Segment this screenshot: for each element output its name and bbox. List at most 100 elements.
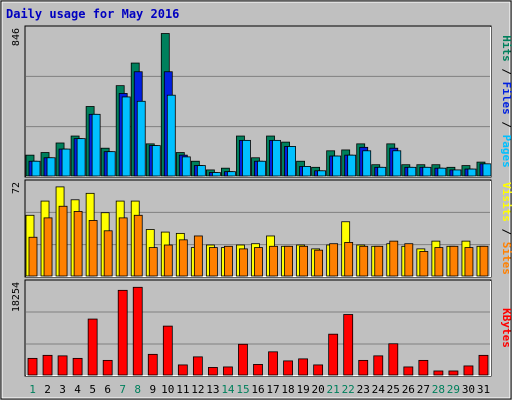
bar-pages-day-22 — [347, 154, 357, 177]
bar-pages-day-16 — [257, 160, 266, 177]
bar-pages-day-18 — [287, 146, 296, 177]
x-tick-label: 4 — [74, 383, 81, 396]
bar-pages-day-11 — [181, 156, 191, 177]
bar-kbytes-day-27 — [418, 359, 429, 376]
x-tick-label: 28 — [432, 383, 445, 396]
bar-pages-day-2 — [46, 157, 56, 177]
bar-kbytes-day-4 — [72, 357, 83, 376]
bar-pages-day-25 — [392, 150, 402, 177]
legend-entry: Files — [500, 82, 512, 115]
bar-sites-day-22 — [344, 242, 354, 277]
bar-kbytes-day-28 — [433, 370, 444, 376]
legend-bottom: KBytes — [500, 308, 512, 348]
bar-sites-day-8 — [133, 214, 143, 277]
bar-kbytes-day-23 — [358, 359, 369, 376]
bar-kbytes-day-30 — [463, 365, 474, 376]
bar-kbytes-day-10 — [162, 325, 173, 376]
bar-pages-day-14 — [227, 171, 236, 177]
bar-kbytes-day-17 — [268, 351, 278, 376]
bar-pages-day-31 — [482, 163, 492, 177]
bar-sites-day-2 — [43, 217, 53, 277]
y-max-label: 18254 — [11, 282, 22, 312]
bar-kbytes-day-9 — [147, 353, 158, 376]
bar-sites-day-21 — [329, 243, 339, 277]
bar-pages-day-5 — [91, 113, 101, 177]
bar-pages-day-19 — [302, 166, 311, 177]
x-tick-label: 7 — [119, 383, 126, 396]
panel-middle: 72 Visits / Sites — [11, 179, 512, 278]
x-axis-labels: 1 2 3 4 5 6 7 8 9 10 11 12 13 14 15 16 17 18 19 20 21 22 23 24 2… — [29, 383, 490, 396]
bar-kbytes-day-18 — [283, 360, 293, 376]
bar-kbytes-day-7 — [117, 289, 128, 376]
bar-sites-day-3 — [58, 205, 68, 277]
bar-kbytes-day-20 — [313, 364, 324, 376]
x-tick-label: 11 — [176, 383, 189, 396]
bar-sites-day-14 — [224, 245, 233, 277]
panel-top: 846 Hits / Files / Pages — [11, 25, 512, 178]
bar-sites-day-17 — [269, 245, 278, 277]
bar-sites-day-12 — [193, 235, 203, 277]
bar-pages-day-10 — [166, 94, 176, 177]
x-tick-label: 3 — [59, 383, 66, 396]
x-tick-label: 17 — [266, 383, 279, 396]
bar-pages-day-29 — [452, 169, 462, 177]
bar-sites-day-1 — [28, 236, 38, 277]
bar-sites-day-10 — [163, 244, 173, 277]
bar-sites-day-29 — [449, 245, 459, 277]
bar-kbytes-day-14 — [223, 366, 233, 376]
bar-kbytes-day-25 — [388, 343, 399, 376]
bar-pages-day-8 — [136, 100, 146, 177]
bar-pages-day-1 — [31, 160, 41, 177]
bar-sites-day-24 — [374, 245, 384, 277]
bar-kbytes-day-12 — [192, 356, 203, 376]
bar-sites-day-26 — [404, 243, 414, 277]
x-tick-label: 18 — [281, 383, 294, 396]
legend-entry: Pages — [500, 135, 512, 168]
x-tick-label: 21 — [327, 383, 340, 396]
bar-kbytes-day-15 — [238, 343, 248, 376]
x-tick-label: 25 — [387, 383, 400, 396]
bar-kbytes-day-24 — [373, 355, 384, 376]
x-tick-label: 12 — [191, 383, 204, 396]
x-tick-label: 24 — [372, 383, 386, 396]
x-tick-label: 19 — [296, 383, 309, 396]
bar-sites-day-30 — [464, 247, 474, 277]
bar-sites-day-31 — [479, 245, 489, 277]
x-tick-label: 1 — [29, 383, 36, 396]
x-tick-label: 8 — [134, 383, 141, 396]
bar-kbytes-day-29 — [448, 370, 459, 376]
x-tick-label: 14 — [221, 383, 235, 396]
bar-pages-day-27 — [422, 166, 432, 177]
legend-entry: / — [500, 62, 512, 82]
bar-pages-day-20 — [317, 170, 327, 177]
bar-pages-day-21 — [332, 155, 342, 177]
bar-sites-day-9 — [148, 247, 158, 277]
x-tick-label: 27 — [417, 383, 430, 396]
bar-pages-day-12 — [196, 165, 206, 177]
bar-sites-day-25 — [389, 240, 399, 277]
bar-sites-day-6 — [103, 230, 113, 277]
y-max-label: 846 — [11, 28, 22, 46]
x-tick-label: 23 — [357, 383, 370, 396]
bar-pages-day-30 — [467, 168, 477, 177]
bar-kbytes-day-16 — [253, 364, 263, 376]
legend-top: Hits / Files / Pages — [500, 35, 512, 168]
bar-sites-day-13 — [208, 247, 218, 277]
bar-kbytes-day-13 — [207, 367, 218, 376]
panel-bottom: 18254 KBytes — [11, 279, 512, 377]
bar-pages-day-13 — [211, 172, 221, 177]
bar-sites-day-16 — [254, 247, 263, 277]
bar-sites-day-11 — [178, 239, 188, 277]
legend-entry: Visits — [500, 182, 512, 222]
bar-kbytes-day-5 — [87, 318, 98, 376]
bar-sites-day-5 — [88, 220, 98, 277]
bar-sites-day-18 — [284, 245, 293, 277]
legend-entry: Sites — [500, 242, 512, 275]
bar-kbytes-day-26 — [403, 366, 414, 376]
bar-pages-day-6 — [106, 151, 116, 177]
x-tick-label: 9 — [149, 383, 156, 396]
chart-title: Daily usage for May 2016 — [6, 7, 179, 21]
bar-sites-day-20 — [314, 249, 324, 277]
